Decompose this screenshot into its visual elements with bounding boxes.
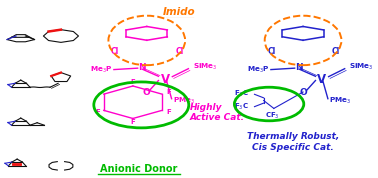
Text: F: F [130, 79, 135, 85]
Text: F: F [130, 119, 135, 125]
Text: N: N [296, 63, 303, 72]
Text: SiMe$_3$: SiMe$_3$ [193, 62, 218, 72]
Text: Highly
Active Cat.: Highly Active Cat. [190, 103, 245, 122]
Text: F: F [95, 109, 100, 115]
Text: Cl: Cl [111, 46, 119, 56]
Text: N: N [139, 63, 146, 72]
Text: V: V [160, 73, 170, 86]
Text: Thermally Robust,
Cis Specific Cat.: Thermally Robust, Cis Specific Cat. [247, 132, 339, 152]
Text: PMe$_3$: PMe$_3$ [173, 96, 195, 106]
Text: O: O [299, 88, 307, 96]
Text: Cl: Cl [267, 46, 276, 56]
Text: F: F [166, 109, 171, 115]
Text: SiMe$_3$: SiMe$_3$ [349, 62, 374, 72]
Text: Cl: Cl [175, 46, 184, 56]
Text: F: F [166, 89, 171, 95]
Text: Me$_3$P: Me$_3$P [90, 65, 112, 75]
Text: V: V [317, 73, 326, 86]
Text: Imido: Imido [163, 7, 195, 17]
Text: O: O [143, 88, 151, 96]
Text: CF$_3$: CF$_3$ [265, 111, 280, 121]
Text: Cl: Cl [332, 46, 340, 56]
Text: F$_3$C: F$_3$C [234, 102, 249, 112]
Text: PMe$_3$: PMe$_3$ [329, 96, 352, 106]
Text: F$_3$C: F$_3$C [234, 89, 249, 99]
Text: Me$_3$P: Me$_3$P [247, 65, 270, 75]
Text: Anionic Donor: Anionic Donor [100, 164, 177, 174]
